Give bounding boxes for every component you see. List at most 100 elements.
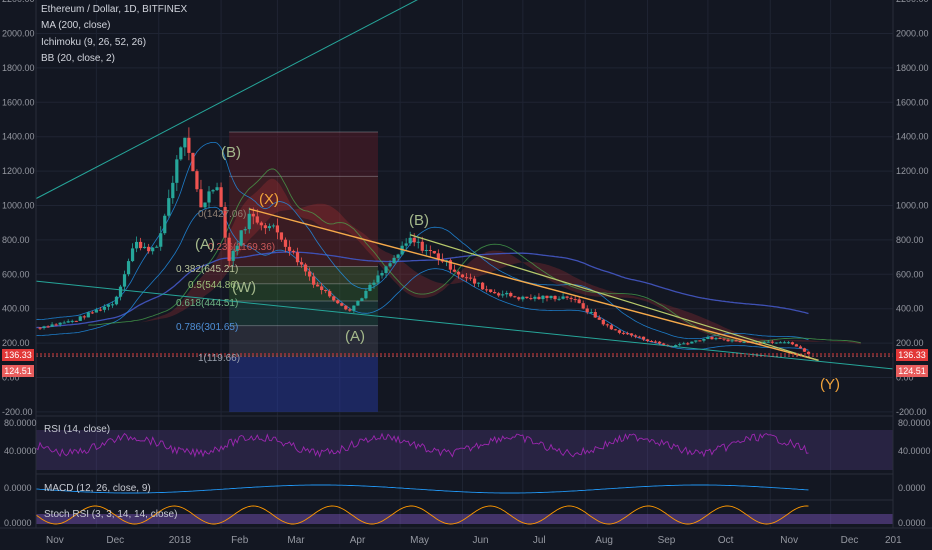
candle-body [480,282,485,290]
candle-body [645,339,650,342]
candle-body [267,226,271,229]
price-tag-left-second: 124.51 [2,365,34,377]
candle-body [82,316,86,318]
candle-body [762,341,766,343]
candle-body [525,296,529,299]
candle-body [219,187,223,207]
candle-body [501,294,505,296]
candle-body [183,137,187,148]
right-price-tick: 2200.00 [896,0,929,4]
candle-body [529,298,533,300]
candle-body [533,296,537,299]
rsi-pane-label[interactable]: RSI (14, close) [44,424,111,435]
price-tag-left-last: 136.33 [2,349,34,361]
left-price-tick: 1400.00 [2,132,35,142]
time-axis-label: Aug [595,535,613,546]
candle-body [633,335,638,337]
wave-label-x[interactable]: (X) [259,191,279,208]
candle-body [420,241,424,251]
candle-body [662,343,666,345]
candle-body [464,277,469,279]
candle-body [541,295,545,300]
candle-body [364,290,368,299]
candle-body [74,320,78,322]
candle-body [167,198,171,216]
candle-body [42,326,46,329]
wave-label-w[interactable]: (W) [232,279,257,296]
candle-body [597,317,601,320]
candle-body [625,333,630,335]
green-trendline [410,234,819,361]
candle-body [94,309,98,313]
candle-body [199,189,203,208]
stoch-line [35,505,809,525]
candle-body [521,296,525,300]
fib-zone [229,283,378,302]
candle-body [802,348,807,352]
candle-body [324,290,328,292]
wave-label-y[interactable]: (Y) [820,376,840,393]
right-price-tick: 1800.00 [896,63,929,73]
time-axis-label: 2018 [169,535,192,546]
candle-body [70,320,74,322]
candle-body [569,297,573,300]
candle-body [106,304,111,307]
stoch-pane-label[interactable]: Stoch RSI (3, 3, 14, 14, close) [44,509,178,520]
wave-label-b-major[interactable]: (B) [221,144,241,161]
candle-body [372,282,376,285]
fib-zone [229,132,378,177]
candle-body [621,332,626,334]
candle-body [231,250,235,261]
candle-body [332,296,336,301]
candle-body [690,341,694,344]
symbol-title[interactable]: Ethereum / Dollar, 1D, BITFINEX [41,4,188,15]
pane-tick-left: 80.0000 [4,418,37,428]
indicator-panes [35,415,893,525]
candle-body [279,232,284,240]
candle-body [110,304,115,306]
candle-body [243,229,247,231]
candle-body [714,338,718,340]
candle-body [287,246,292,251]
price-tag-right-second: 124.51 [896,365,928,377]
candle-body [649,341,654,343]
fib-label-1: 1(119.66) [198,353,241,364]
candle-body [517,297,521,300]
candle-body [774,342,778,344]
candle-body [388,263,392,267]
candle-body [155,246,159,248]
candle-body [806,351,811,355]
candle-body [62,322,66,324]
candle-body [557,298,561,300]
candle-body [46,326,50,328]
legend-bb[interactable]: BB (20, close, 2) [41,53,115,64]
macd-line [35,484,809,494]
candle-body [561,296,565,299]
candle-body [710,336,714,340]
legend-ichimoku[interactable]: Ichimoku (9, 26, 52, 26) [41,37,147,48]
candle-body [356,300,360,306]
candle-body [545,295,549,299]
fib-extension-zone [229,356,378,412]
candle-body [251,213,255,217]
candle-body [686,343,690,345]
wave-label-a-major[interactable]: (A) [195,236,215,253]
candle-body [758,342,762,344]
candle-body [424,249,428,251]
wave-label-a-minor[interactable]: (A) [345,328,365,345]
wave-label-b-minor[interactable]: (B) [409,212,429,229]
candle-body [794,344,799,347]
candle-body [629,333,634,336]
macd-pane-label[interactable]: MACD (12, 26, close, 9) [44,483,151,494]
legend-ma[interactable]: MA (200, close) [41,20,111,31]
candle-body [493,292,497,294]
candle-body [682,343,686,345]
time-axis-label: Nov [46,535,64,546]
time-axis-label: Oct [718,535,734,546]
candle-body [320,286,324,291]
right-price-tick: 200.00 [896,338,924,348]
candle-body [432,250,436,254]
time-axis-label: Dec [106,535,124,546]
